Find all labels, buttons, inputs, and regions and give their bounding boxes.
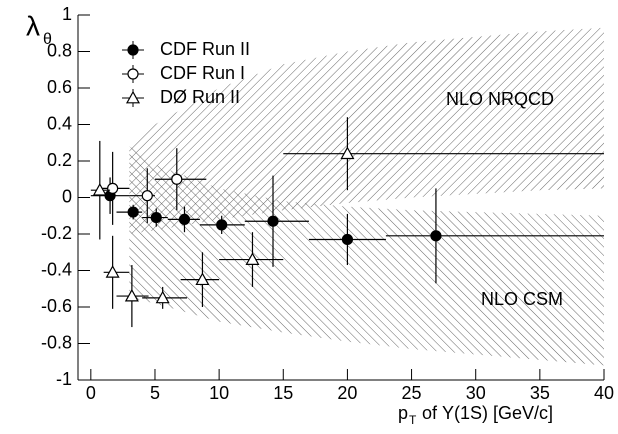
marker [245, 252, 260, 265]
legend-label: DØ Run II [160, 87, 240, 107]
y-tick-label: 0.6 [47, 77, 72, 97]
y-tick-label: 1 [62, 4, 72, 24]
marker [105, 265, 120, 278]
marker [141, 190, 153, 202]
marker [150, 211, 162, 224]
legend-marker [125, 90, 141, 104]
marker [340, 146, 355, 160]
x-tick-label: 15 [273, 383, 293, 403]
marker [341, 233, 354, 246]
legend-marker [127, 44, 139, 56]
marker [155, 290, 170, 304]
y-tick-label: -0.6 [41, 296, 72, 316]
legend-label: CDF Run II [160, 39, 250, 59]
marker [267, 215, 279, 227]
x-tick-label: 20 [337, 383, 357, 403]
x-tick-label: 5 [150, 383, 160, 403]
x-tick-label: 35 [530, 383, 550, 403]
band [129, 27, 604, 235]
y-tick-label: 0.8 [47, 40, 72, 60]
y-tick-label: -0.8 [41, 332, 72, 352]
marker [430, 230, 442, 242]
y-tick-label: -1 [56, 369, 72, 389]
band-label: NLO CSM [481, 289, 563, 309]
legend-label: CDF Run I [160, 63, 245, 83]
y-tick-label: 0.4 [47, 113, 72, 133]
marker [107, 182, 119, 194]
band-label: NLO NRQCD [446, 89, 554, 109]
y-tick-label: -0.4 [41, 259, 72, 279]
marker [124, 288, 139, 302]
band [129, 146, 604, 366]
marker [178, 213, 191, 225]
axes: -1-0.8-0.6-0.4-0.200.20.40.60.810 5 10 15 20… [41, 4, 614, 403]
x-tick-label: 10 [209, 383, 229, 403]
x-tick-label: 25 [402, 383, 422, 403]
marker [195, 272, 210, 286]
x-tick-label: 40 [594, 383, 614, 403]
y-tick-label: -0.2 [41, 223, 72, 243]
y-label: λ [26, 10, 40, 41]
x-tick-label: 0 [86, 383, 96, 403]
marks: CDF Run II CDF Run I DØ Run II [90, 39, 604, 328]
marker [127, 206, 139, 218]
x-label-sub: T [409, 413, 417, 427]
y-tick-label: 0.2 [47, 150, 72, 170]
y-label-sub: θ [43, 31, 52, 48]
bands: NLO NRQCD NLO CSM [129, 27, 604, 366]
x-label-rest: of Υ(1S) [GeV/c] [422, 403, 553, 423]
x-label-base: p [398, 403, 408, 423]
y-tick-label: 0 [62, 186, 72, 206]
legend-marker [127, 68, 139, 80]
marker [92, 182, 107, 196]
x-tick-label: 30 [466, 383, 486, 403]
marker [171, 173, 183, 185]
marker [216, 219, 228, 231]
